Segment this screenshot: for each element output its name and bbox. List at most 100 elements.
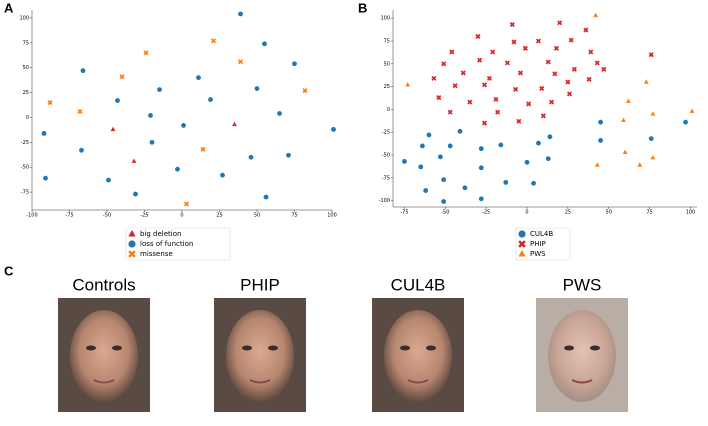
point: [648, 52, 654, 58]
y-tick-label: -75: [21, 190, 29, 196]
point: [650, 154, 656, 160]
point: [80, 68, 86, 74]
point: [539, 85, 545, 91]
point: [175, 166, 180, 172]
face: [70, 310, 138, 402]
panel-label: B: [358, 0, 367, 15]
point: [536, 140, 541, 146]
point: [637, 162, 643, 167]
legend-label: PHIP: [530, 240, 546, 248]
point: [232, 121, 237, 127]
eye: [400, 345, 410, 351]
legend-marker: [128, 250, 136, 258]
point: [237, 59, 244, 65]
x-tick-label: -25: [482, 210, 490, 216]
point: [535, 38, 541, 44]
point: [402, 158, 407, 164]
y-tick-label: 100: [380, 16, 390, 22]
y-tick-label: 0: [26, 115, 29, 121]
point: [513, 86, 519, 92]
y-tick-label: 75: [384, 39, 390, 45]
x-tick-label: 25: [216, 213, 222, 219]
point: [208, 97, 213, 102]
x-tick-label: 0: [525, 210, 528, 216]
x-tick-label: -75: [400, 210, 408, 216]
y-tick-label: 0: [387, 107, 390, 113]
point: [277, 111, 282, 116]
point: [509, 22, 515, 28]
point: [423, 188, 429, 193]
point: [498, 142, 504, 148]
point: [524, 159, 530, 165]
point: [457, 128, 463, 134]
x-tick-label: -25: [140, 213, 148, 219]
point: [263, 194, 269, 200]
point: [426, 132, 432, 138]
point: [447, 143, 453, 149]
point: [478, 196, 484, 202]
y-tick-label: 25: [384, 84, 390, 90]
legend-marker: [518, 240, 526, 248]
point: [436, 95, 442, 101]
point: [495, 109, 501, 115]
point: [650, 111, 656, 116]
point: [486, 75, 492, 81]
point: [441, 61, 447, 67]
y-tick-label: 100: [19, 15, 29, 21]
mouth: [407, 379, 429, 384]
point: [262, 41, 267, 47]
point: [601, 66, 607, 72]
point: [622, 149, 628, 154]
y-tick-label: -50: [382, 153, 390, 159]
point: [565, 79, 571, 85]
x-tick-label: 50: [606, 210, 612, 216]
legend-label: loss of function: [140, 240, 193, 248]
point: [477, 57, 483, 63]
x-tick-label: -75: [65, 213, 73, 219]
point: [183, 201, 190, 207]
point: [248, 154, 254, 160]
y-tick-label: 50: [23, 65, 29, 71]
point: [441, 177, 447, 183]
face-caption: CUL4B: [391, 275, 446, 294]
plot-area: [393, 10, 697, 207]
y-tick-label: -100: [379, 198, 390, 204]
face: [226, 310, 294, 402]
mouth: [93, 379, 115, 384]
point: [545, 59, 551, 65]
point: [133, 191, 138, 197]
point: [490, 49, 496, 55]
point: [566, 91, 573, 97]
eye: [242, 345, 252, 351]
x-tick-label: 50: [254, 213, 260, 219]
point: [431, 75, 437, 81]
point: [683, 119, 688, 125]
eye: [86, 345, 96, 351]
legend-marker: [128, 240, 136, 248]
y-tick-label: 50: [384, 61, 390, 67]
point: [77, 108, 83, 115]
x-tick-label: 100: [686, 210, 696, 216]
point: [181, 123, 186, 128]
point: [420, 143, 425, 149]
point: [210, 38, 217, 44]
point: [302, 88, 308, 94]
point: [418, 164, 424, 170]
point: [689, 108, 695, 113]
point: [460, 70, 466, 76]
mouth: [571, 379, 593, 384]
eye: [268, 345, 278, 351]
point: [598, 119, 603, 125]
point: [437, 154, 443, 160]
eye: [590, 345, 600, 351]
point: [220, 172, 225, 178]
x-tick-label: 75: [291, 213, 297, 219]
legend-label: PWS: [530, 250, 546, 258]
point: [481, 120, 488, 126]
point: [405, 82, 411, 87]
point: [549, 99, 555, 105]
x-tick-label: 25: [565, 210, 571, 216]
point: [331, 127, 336, 132]
x-tick-label: 100: [327, 213, 337, 219]
y-tick-label: -25: [21, 140, 29, 146]
